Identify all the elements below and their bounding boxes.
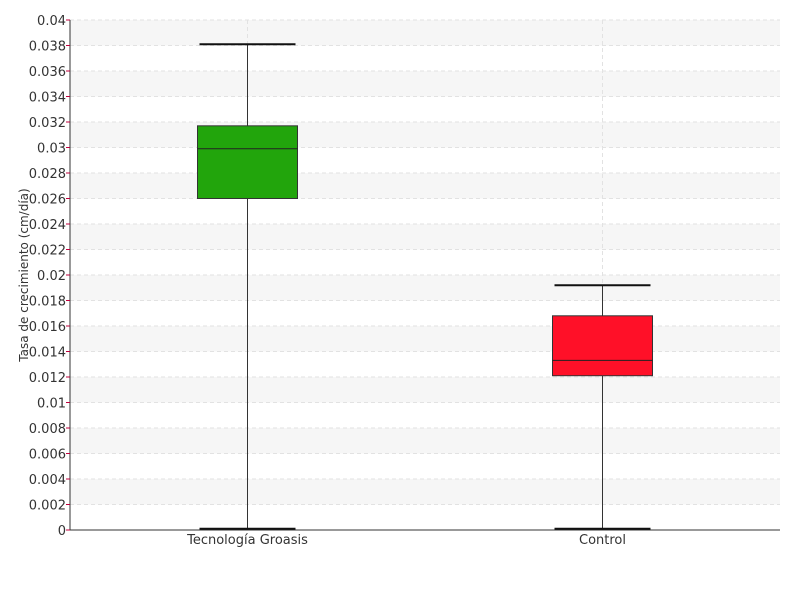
x-axis-labels: Tecnología Groasis Control [186, 533, 626, 548]
y-tick-label: 0 [58, 524, 66, 539]
grid-band [70, 326, 780, 352]
boxes [197, 43, 653, 530]
grid-band [70, 224, 780, 250]
y-tick-label: 0.028 [29, 167, 66, 182]
grid-lines [70, 19, 780, 530]
grid-band [70, 479, 780, 505]
grid-band [70, 20, 780, 46]
y-tick-label: 0.016 [29, 320, 66, 335]
y-tick-label: 0.002 [29, 499, 66, 514]
y-tick-label: 0.008 [29, 422, 66, 437]
grid-band [70, 173, 780, 199]
y-tick-label: 0.032 [29, 116, 66, 131]
x-category-label: Tecnología Groasis [186, 533, 308, 548]
y-tick-label: 0.026 [29, 193, 66, 208]
y-tick-label: 0.038 [29, 40, 66, 55]
grid-band [70, 275, 780, 301]
box [552, 315, 653, 377]
grid-band [70, 428, 780, 454]
grid-bands [70, 20, 780, 505]
y-tick-label: 0.04 [37, 14, 66, 29]
y-tick-label: 0.02 [37, 269, 66, 284]
y-tick-label: 0.018 [29, 295, 66, 310]
y-tick-label: 0.01 [37, 397, 66, 412]
box-group [197, 43, 298, 530]
y-tick-label: 0.022 [29, 244, 66, 259]
y-tick-label: 0.014 [29, 346, 66, 361]
y-tick-label: 0.004 [29, 473, 66, 488]
y-tick-label: 0.03 [37, 142, 66, 157]
grid-band [70, 71, 780, 97]
y-tick-label: 0.034 [29, 91, 66, 106]
grid-band [70, 377, 780, 403]
y-axis-ticks: 0 0.002 0.004 0.006 0.008 0.01 0.012 0.014 0.016… [29, 14, 70, 539]
y-tick-label: 0.006 [29, 448, 66, 463]
box [197, 125, 298, 199]
box-group [552, 284, 653, 530]
y-tick-label: 0.024 [29, 218, 66, 233]
y-axis-title: Tasa de crecimiento (cm/día) [17, 188, 31, 362]
y-tick-label: 0.036 [29, 65, 66, 80]
x-category-label: Control [579, 533, 626, 548]
grid-band [70, 122, 780, 148]
y-tick-label: 0.012 [29, 371, 66, 386]
